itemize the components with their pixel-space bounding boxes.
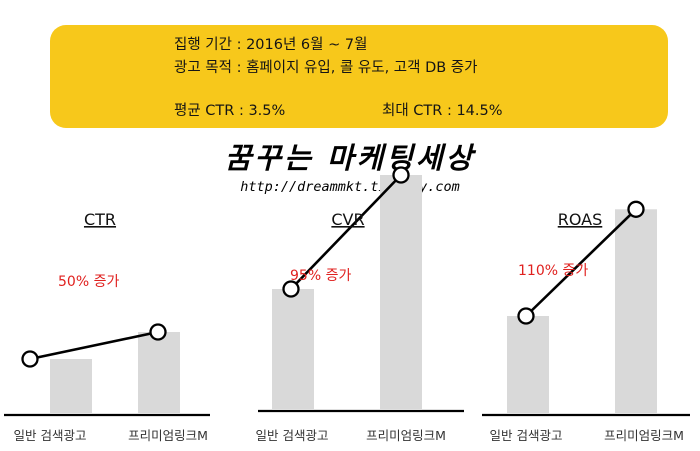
roas-trend-line	[525, 208, 637, 317]
roas-point-general	[517, 307, 535, 325]
roas-bar-premium	[615, 209, 657, 413]
cvr-category-label-premium: 프리미엄링크M	[366, 428, 446, 443]
roas-point-premium	[627, 200, 645, 218]
ctr-bar-premium	[138, 332, 180, 413]
roas-chart-title: ROAS	[558, 210, 603, 229]
ctr-point-general	[21, 350, 39, 368]
campaign-period: 집행 기간 : 2016년 6월 ~ 7월	[174, 37, 368, 53]
ctr-increase-label: 50% 증가	[58, 274, 119, 290]
cvr-point-premium	[392, 166, 410, 184]
max-ctr: 최대 CTR : 14.5%	[382, 103, 503, 119]
roas-category-label-general: 일반 검색광고	[490, 428, 563, 443]
roas-bar-general	[507, 316, 549, 413]
cvr-point-general	[282, 280, 300, 298]
cvr-category-label-general: 일반 검색광고	[256, 428, 329, 443]
cvr-trend-line	[290, 174, 402, 290]
ctr-bar-general	[50, 359, 92, 413]
ctr-category-label-premium: 프리미엄링크M	[128, 428, 208, 443]
ctr-category-label-general: 일반 검색광고	[14, 428, 87, 443]
ctr-chart-title: CTR	[84, 210, 116, 229]
campaign-info-banner: 집행 기간 : 2016년 6월 ~ 7월 광고 목적 : 홈페이지 유입, 콜…	[50, 25, 668, 128]
cvr-chart-title: CVR	[331, 210, 364, 229]
cvr-increase-label: 95% 증가	[290, 268, 351, 284]
brand-name: 꿈꾸는 마케팅세상	[224, 141, 476, 175]
roas-increase-label: 110% 증가	[518, 263, 588, 279]
cvr-bar-premium	[380, 175, 422, 409]
ctr-trend-line	[29, 330, 159, 361]
average-ctr: 평균 CTR : 3.5%	[174, 103, 286, 119]
campaign-purpose: 광고 목적 : 홈페이지 유입, 콜 유도, 고객 DB 증가	[174, 60, 478, 76]
cvr-bar-general	[272, 289, 314, 409]
ctr-point-premium	[149, 323, 167, 341]
roas-category-label-premium: 프리미엄링크M	[604, 428, 684, 443]
